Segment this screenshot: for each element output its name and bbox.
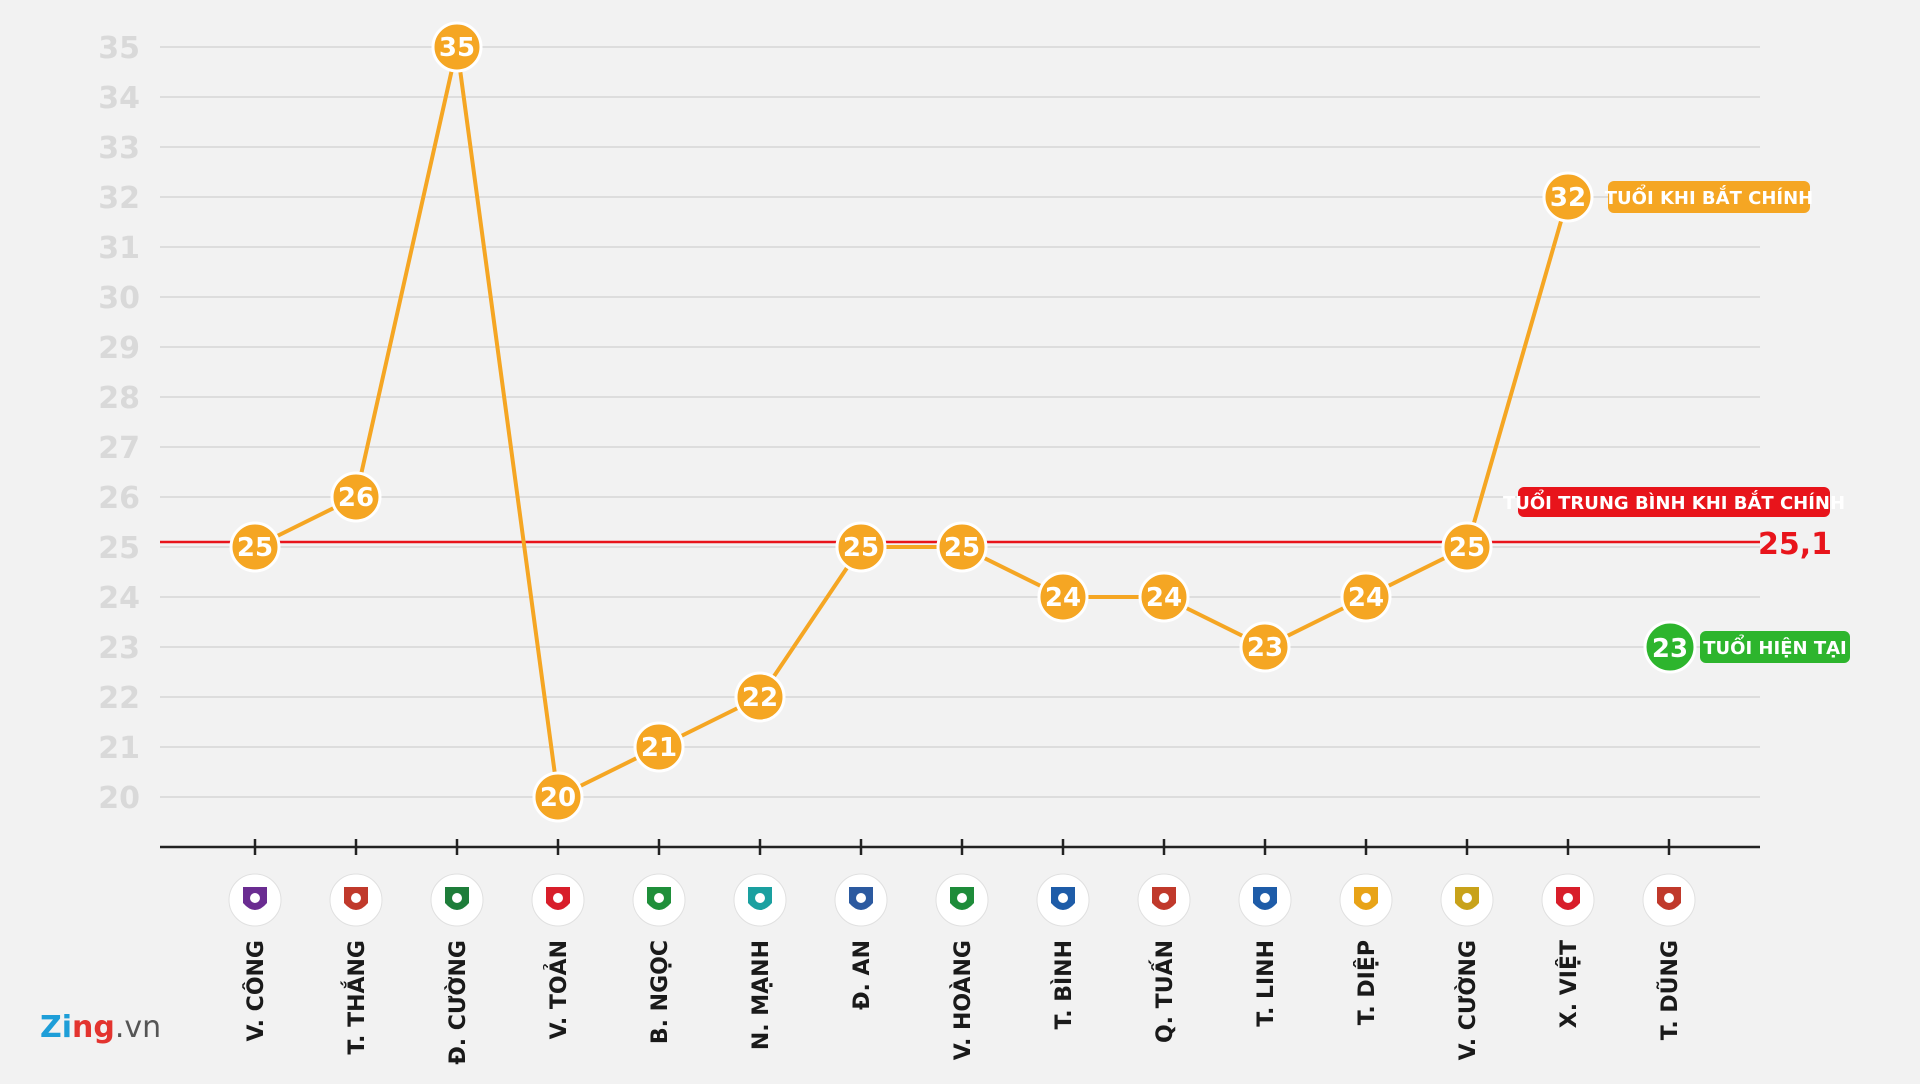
data-label: 25 [1449, 533, 1485, 563]
crest-emblem-icon [654, 893, 664, 903]
data-label: 23 [1247, 633, 1283, 663]
crest-emblem-icon [1361, 893, 1371, 903]
data-label: 20 [540, 783, 576, 813]
x-axis-label: T. THẮNG [341, 940, 370, 1055]
series-line [254, 45, 1570, 799]
current-age-value: 23 [1652, 634, 1688, 664]
x-axis-label: Q. TUẤN [1149, 940, 1178, 1043]
y-tick-label: 27 [98, 431, 140, 466]
crest-emblem-icon [1462, 893, 1472, 903]
data-point [1441, 521, 1493, 573]
y-tick-label: 23 [98, 631, 140, 666]
legend: TUỔI KHI BẮT CHÍNH 23 TUỔI HIỆN TẠI [1605, 181, 1850, 674]
x-axis-label: V. HOÀNG [950, 940, 976, 1060]
current-age-badge [1643, 620, 1697, 674]
series-tag-label: TUỔI KHI BẮT CHÍNH [1605, 184, 1813, 209]
y-tick-label: 25 [98, 531, 140, 566]
x-axis-labels: V. CÔNG T. THẮNG Đ. CƯỜNG V. TOẢN B. NGỌC N. … [243, 940, 1683, 1065]
grid-lines [160, 46, 1760, 798]
series-tag-background [1608, 181, 1810, 213]
crest-emblem-icon [957, 893, 967, 903]
x-axis [160, 839, 1760, 855]
data-point [1138, 571, 1190, 623]
crest-emblem-icon [1664, 893, 1674, 903]
crest-emblem-icon [250, 893, 260, 903]
crest-emblem-icon [553, 893, 563, 903]
data-label: 32 [1550, 183, 1586, 213]
data-label: 25 [843, 533, 879, 563]
data-point [633, 721, 685, 773]
crest-emblem-icon [1058, 893, 1068, 903]
x-axis-label: X. VIỆT [1555, 940, 1582, 1028]
y-tick-label: 28 [98, 381, 140, 416]
x-axis-label: B. NGỌC [648, 940, 673, 1044]
crest-emblem-icon [351, 893, 361, 903]
data-point [330, 471, 382, 523]
y-tick-label: 20 [98, 781, 140, 816]
average-tag-background [1518, 487, 1830, 517]
data-label: 24 [1348, 583, 1384, 613]
crest-emblem-icon [755, 893, 765, 903]
brand-logo: Zing.vn [40, 1010, 161, 1045]
x-axis-label: Đ. CƯỜNG [445, 940, 471, 1065]
y-tick-label: 34 [98, 81, 140, 116]
crest-emblem-icon [1563, 893, 1573, 903]
crest-emblem-icon [452, 893, 462, 903]
average-value-label: 25,1 [1758, 527, 1832, 562]
data-label: 25 [237, 533, 273, 563]
average-line: 25,1 TUỔI TRUNG BÌNH KHI BẮT CHÍNH [160, 487, 1845, 562]
y-tick-label: 21 [98, 731, 140, 766]
x-axis-label: N. MẠNH [749, 940, 774, 1050]
brand-name-part1: Zi [40, 1010, 73, 1045]
crest-emblem-icon [1159, 893, 1169, 903]
data-points: 25 26 35 20 21 22 25 25 24 24 23 24 25 32 [229, 21, 1594, 823]
crest-emblem-icon [1260, 893, 1270, 903]
x-axis-label: V. TOẢN [544, 940, 572, 1039]
data-point [936, 521, 988, 573]
y-tick-label: 32 [98, 181, 140, 216]
x-axis-label: V. CƯỜNG [1455, 940, 1481, 1060]
x-axis-label: T. BÌNH [1051, 940, 1077, 1029]
y-tick-label: 31 [98, 231, 140, 266]
data-label: 24 [1045, 583, 1081, 613]
data-point [1542, 171, 1594, 223]
x-axis-label: V. CÔNG [243, 940, 269, 1042]
data-label: 35 [439, 33, 475, 63]
x-axis-label: T. LINH [1254, 940, 1279, 1027]
y-axis-ticks: 20 21 22 23 24 25 26 27 28 29 30 31 32 33 34 35 [98, 31, 140, 816]
data-point [229, 521, 281, 573]
data-point [532, 771, 584, 823]
data-point [431, 21, 483, 73]
data-label: 21 [641, 733, 677, 763]
club-logos [228, 873, 1696, 927]
data-point [1037, 571, 1089, 623]
data-point [835, 521, 887, 573]
data-point [1340, 571, 1392, 623]
y-tick-label: 35 [98, 31, 140, 66]
data-point [734, 671, 786, 723]
data-label: 22 [742, 683, 778, 713]
data-point [1239, 621, 1291, 673]
age-when-starting-line [254, 45, 1570, 799]
data-label: 26 [338, 483, 374, 513]
y-tick-label: 22 [98, 681, 140, 716]
y-tick-label: 33 [98, 131, 140, 166]
current-age-tag-label: TUỔI HIỆN TẠI [1703, 634, 1846, 659]
crest-emblem-icon [856, 893, 866, 903]
y-tick-label: 24 [98, 581, 140, 616]
y-tick-label: 29 [98, 331, 140, 366]
x-axis-label: T. DIỆP [1353, 940, 1380, 1025]
data-label: 25 [944, 533, 980, 563]
brand-suffix: .vn [114, 1010, 162, 1045]
brand-name-part2: ng [72, 1010, 115, 1045]
x-axis-label: Đ. AN [850, 940, 875, 1010]
y-tick-label: 26 [98, 481, 140, 516]
data-label: 24 [1146, 583, 1182, 613]
x-axis-label: T. DŨNG [1657, 940, 1683, 1040]
average-tag-label: TUỔI TRUNG BÌNH KHI BẮT CHÍNH [1503, 489, 1845, 514]
current-age-tag-background [1700, 631, 1850, 663]
y-tick-label: 30 [98, 281, 140, 316]
